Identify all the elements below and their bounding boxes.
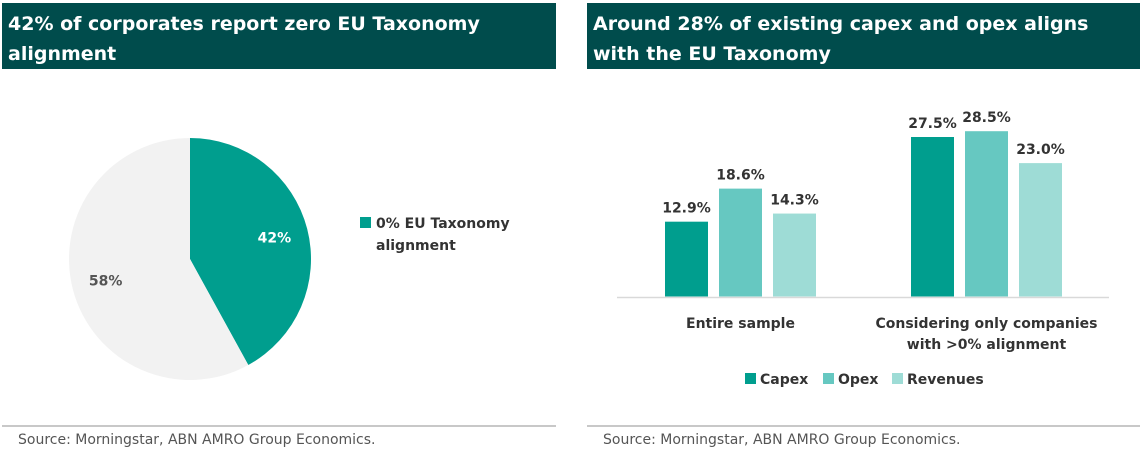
x-tick-label: with >0% alignment (907, 337, 1067, 353)
pie-slice (190, 138, 311, 366)
legend-swatch (892, 373, 903, 384)
legend-label: alignment (376, 238, 456, 254)
bar-value-label: 12.9% (662, 201, 711, 217)
bar-chart-panel: Around 28% of existing capex and opex al… (587, 0, 1142, 454)
bar (719, 188, 762, 297)
legend-label: Revenues (907, 372, 984, 388)
bar-chart-source: Source: Morningstar, ABN AMRO Group Econ… (603, 432, 961, 448)
bar-value-label: 23.0% (1016, 142, 1065, 158)
pie-chart-source: Source: Morningstar, ABN AMRO Group Econ… (18, 432, 376, 448)
legend-swatch (745, 373, 756, 384)
legend-swatch (823, 373, 834, 384)
footer-divider (587, 425, 1140, 427)
bar (911, 137, 954, 297)
legend-label: Opex (838, 372, 878, 388)
bar-value-label: 27.5% (908, 116, 957, 132)
x-tick-label: Entire sample (686, 316, 795, 332)
bar (1019, 163, 1062, 297)
bar-value-label: 28.5% (962, 110, 1011, 126)
pie-slice-label: 42% (258, 230, 292, 246)
pie-slice-label: 58% (89, 274, 123, 290)
bar-value-label: 14.3% (770, 193, 819, 209)
pie-chart-title: 42% of corporates report zero EU Taxonom… (2, 3, 556, 69)
bar (965, 131, 1008, 297)
x-tick-label: Considering only companies (875, 316, 1097, 332)
legend-label: 0% EU Taxonomy (376, 216, 510, 232)
bar-chart-title: Around 28% of existing capex and opex al… (587, 3, 1140, 69)
pie-chart: 42% 58% 0% EU Taxonomy alignment (68, 138, 510, 381)
footer-divider (2, 425, 556, 427)
legend-swatch (360, 217, 371, 228)
pie-slice (68, 138, 249, 381)
legend-label: Capex (760, 372, 808, 388)
bar-value-label: 18.6% (716, 168, 765, 184)
pie-chart-panel: 42% of corporates report zero EU Taxonom… (0, 0, 556, 454)
bar (665, 221, 708, 297)
bar (773, 213, 816, 297)
bar-chart: 12.9% 18.6% 14.3% Entire sample 27.5% 28.5% 23… (617, 110, 1109, 388)
